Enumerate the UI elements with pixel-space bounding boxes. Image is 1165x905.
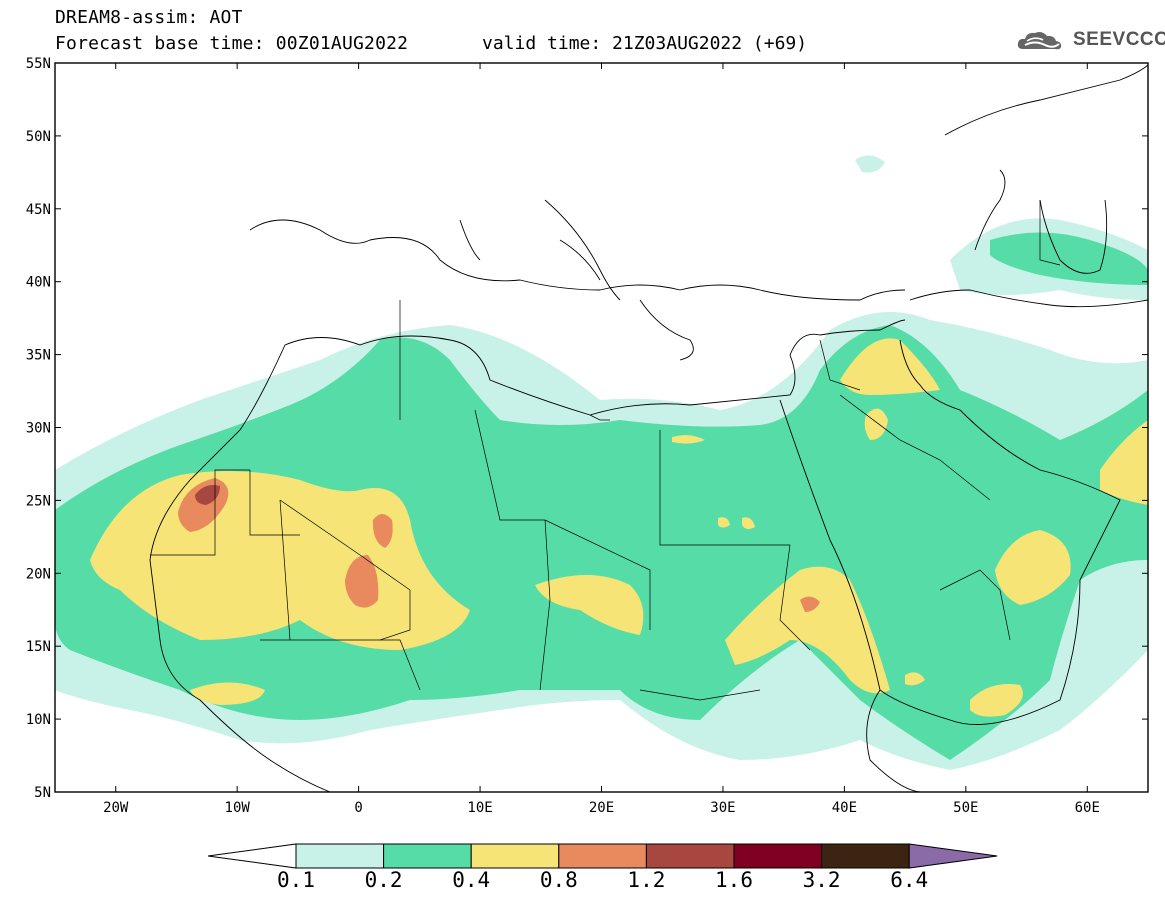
colorbar-level-label: 1.6 bbox=[715, 868, 753, 892]
lat-tick-label: 10N bbox=[26, 712, 51, 728]
aot-band-0.2-iran bbox=[990, 232, 1148, 285]
colorbar-segment bbox=[558, 843, 647, 869]
aot-contours bbox=[55, 155, 1148, 770]
lat-tick-label: 40N bbox=[26, 275, 51, 291]
aot-band-0.4-sahel bbox=[190, 682, 265, 705]
cloud-icon bbox=[1017, 32, 1062, 50]
longitude-axis: 20W 10W 0 10E 20E 30E 40E 50E 60E bbox=[103, 63, 1100, 816]
aot-band-0.4-iraq2 bbox=[864, 408, 888, 440]
aot-band-0.4-chad bbox=[535, 575, 644, 635]
lon-tick-label: 30E bbox=[710, 800, 735, 816]
country-borders bbox=[150, 200, 1061, 701]
colorbar-max-arrow bbox=[908, 843, 998, 869]
aot-band-0.4-djibouti bbox=[905, 672, 925, 686]
lon-tick-label: 20E bbox=[589, 800, 614, 816]
latitude-axis: 55N 50N 45N 40N 35N 30N 25N 20N 15N 10N 5N bbox=[26, 56, 1148, 801]
colorbar-level-label: 3.2 bbox=[802, 868, 841, 892]
colorbar bbox=[207, 843, 998, 869]
colorbar-level-label: 0.8 bbox=[539, 868, 578, 892]
colorbar-segment bbox=[383, 843, 472, 869]
colorbar-segment bbox=[470, 843, 560, 869]
lon-tick-label: 40E bbox=[832, 800, 857, 816]
colorbar-segment bbox=[733, 843, 823, 869]
lat-tick-label: 30N bbox=[26, 421, 51, 437]
colorbar-level-label: 0.1 bbox=[277, 868, 315, 892]
lat-tick-label: 15N bbox=[26, 639, 51, 655]
lat-tick-label: 5N bbox=[34, 785, 51, 801]
aot-band-0.8-mali2 bbox=[372, 514, 393, 548]
aot-band-0.4-oman bbox=[995, 530, 1071, 605]
map-title: DREAM8-assim: AOT bbox=[55, 7, 243, 28]
forecast-base-time: Forecast base time: 00Z01AUG2022 bbox=[55, 33, 409, 54]
colorbar-segment bbox=[821, 843, 910, 869]
logo-text: SEEVCCC bbox=[1073, 29, 1165, 50]
lat-tick-label: 45N bbox=[26, 202, 51, 218]
colorbar-level-label: 0.2 bbox=[364, 868, 403, 892]
aot-band-0.4-egypt1 bbox=[672, 435, 705, 444]
colorbar-level-label: 0.4 bbox=[452, 868, 491, 892]
coastlines bbox=[149, 64, 1148, 792]
colorbar-segment bbox=[295, 843, 385, 869]
aot-band-0.4-iraq bbox=[840, 338, 940, 395]
lat-tick-label: 20N bbox=[26, 566, 51, 582]
colorbar-level-label: 1.2 bbox=[627, 868, 666, 892]
lon-tick-label: 60E bbox=[1075, 800, 1100, 816]
colorbar-level-label: 6.4 bbox=[890, 868, 929, 892]
lon-tick-label: 50E bbox=[953, 800, 978, 816]
lon-tick-label: 20W bbox=[103, 800, 129, 816]
lon-tick-label: 10W bbox=[225, 800, 251, 816]
aot-band-0.4-egypt2 bbox=[718, 517, 730, 528]
valid-time: valid time: 21Z03AUG2022 (+69) bbox=[482, 33, 808, 54]
colorbar-min-arrow bbox=[207, 843, 297, 869]
lon-tick-label: 0 bbox=[354, 800, 362, 816]
aot-band-0.4-yemen bbox=[970, 684, 1023, 717]
lat-tick-label: 50N bbox=[26, 129, 51, 145]
aot-band-0.8-mali1 bbox=[345, 555, 379, 608]
lat-tick-label: 25N bbox=[26, 493, 51, 509]
aot-band-0.8-sudan bbox=[800, 596, 820, 612]
aot-band-1.2 bbox=[195, 485, 220, 505]
lat-tick-label: 35N bbox=[26, 348, 51, 364]
aot-band-0.4-egypt3 bbox=[742, 517, 755, 530]
lat-tick-label: 55N bbox=[26, 56, 51, 72]
lon-tick-label: 10E bbox=[467, 800, 492, 816]
aot-band-0.4-gulf bbox=[1100, 420, 1148, 505]
aot-band-0.4-sudan bbox=[725, 566, 890, 694]
aot-band-0.1-caspian bbox=[855, 155, 885, 173]
colorbar-segment bbox=[645, 843, 735, 869]
